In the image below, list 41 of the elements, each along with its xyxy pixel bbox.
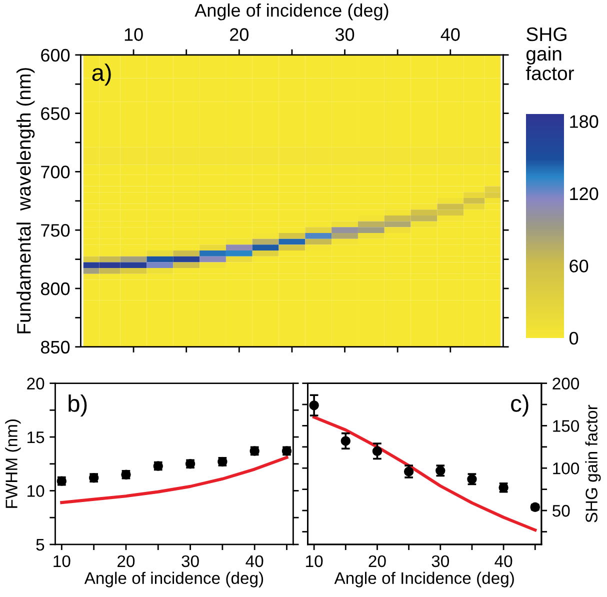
x-tick-label: 40 xyxy=(494,555,512,568)
y-tick-label: 800 xyxy=(40,282,70,296)
y2-axis-title: SHG gain factor xyxy=(585,404,601,522)
x-tick-label: 30 xyxy=(182,555,199,568)
x-axis-title: Angle of incidence (deg) xyxy=(84,572,264,588)
annotation: a) xyxy=(92,64,111,86)
y-tick-label: 15 xyxy=(28,432,44,444)
y2-tick-label: 200 xyxy=(552,378,580,390)
x-tick-label: 30 xyxy=(335,28,354,41)
y2-tick-label: 50 xyxy=(552,504,570,517)
y-tick-label: 650 xyxy=(41,107,70,120)
x-tick-label: 40 xyxy=(246,555,264,568)
y-axis-title: Fundamental wavelength (nm) xyxy=(16,68,35,334)
y-tick-label: 700 xyxy=(41,166,70,178)
color-bar-label: 120 xyxy=(570,187,598,200)
y-tick-label: 750 xyxy=(41,224,70,237)
y2-tick-label: 150 xyxy=(553,420,580,432)
line-series xyxy=(312,416,537,532)
y-axis-title: FWHM (nm) xyxy=(5,420,21,508)
annotation: c) xyxy=(511,394,528,417)
y2-tick-label: 100 xyxy=(553,462,580,474)
color-bar-label: 180 xyxy=(570,115,598,128)
x-axis-title: Angle of incidence (deg) xyxy=(194,3,388,20)
x-tick-label: 40 xyxy=(440,28,460,41)
annotation: b) xyxy=(68,394,87,417)
color-bar-title: SHG gain factor xyxy=(526,27,574,80)
y-tick-label: 20 xyxy=(27,378,44,390)
x-tick-label: 10 xyxy=(124,28,143,41)
color-bar-label: 0 xyxy=(569,332,578,345)
x-tick-label: 20 xyxy=(230,28,248,41)
y-tick-label: 850 xyxy=(40,340,70,354)
y-tick-label: 5 xyxy=(36,539,44,551)
x-tick-label: 20 xyxy=(118,555,135,568)
color-bar-label: 60 xyxy=(570,260,588,272)
x-axis-title: Angle of Incidence (deg) xyxy=(334,572,514,588)
x-tick-label: 30 xyxy=(432,555,450,568)
x-tick-label: 10 xyxy=(306,555,323,568)
y-tick-label: 10 xyxy=(28,485,44,497)
y-tick-label: 600 xyxy=(41,48,70,62)
x-tick-label: 20 xyxy=(368,555,386,568)
line-series xyxy=(60,456,288,504)
